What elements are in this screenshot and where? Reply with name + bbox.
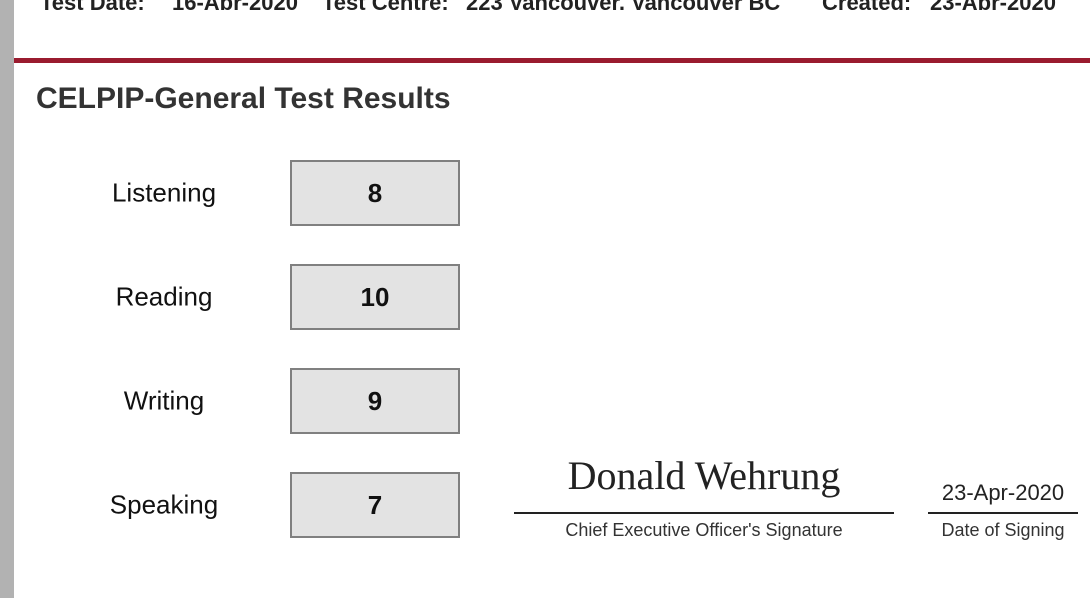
score-box-speaking: 7: [290, 472, 460, 538]
test-date-value: 16-Apr-2020: [172, 0, 298, 10]
date-of-signing-block: 23-Apr-2020 Date of Signing: [928, 460, 1078, 541]
score-label-reading: Reading: [74, 282, 254, 313]
document-content: Test Date: 16-Apr-2020 Test Centre: 223 …: [14, 0, 1090, 598]
created-value: 23-Apr-2020: [930, 0, 1056, 10]
test-centre-value: 223 Vancouver, Vancouver BC: [466, 0, 780, 10]
signature-caption: Chief Executive Officer's Signature: [514, 520, 894, 541]
score-row-reading: Reading 10: [14, 264, 1090, 330]
header-row-cutoff: Test Date: 16-Apr-2020 Test Centre: 223 …: [14, 0, 1090, 10]
date-of-signing-line: [928, 512, 1078, 514]
date-of-signing-caption: Date of Signing: [928, 520, 1078, 541]
score-label-speaking: Speaking: [74, 490, 254, 521]
score-box-listening: 8: [290, 160, 460, 226]
test-date-label: Test Date:: [40, 0, 145, 10]
score-label-listening: Listening: [74, 178, 254, 209]
score-row-writing: Writing 9: [14, 368, 1090, 434]
test-centre-label: Test Centre:: [322, 0, 449, 10]
section-divider-rule: [14, 58, 1090, 63]
page-left-margin: [0, 0, 14, 598]
signature-line: [514, 512, 894, 514]
results-title: CELPIP-General Test Results: [36, 82, 451, 116]
signature-block: Donald Wehrung Chief Executive Officer's…: [514, 460, 894, 541]
score-box-writing: 9: [290, 368, 460, 434]
signature-name: Donald Wehrung: [514, 452, 894, 499]
score-row-listening: Listening 8: [14, 160, 1090, 226]
date-of-signing-value: 23-Apr-2020: [928, 480, 1078, 506]
score-label-writing: Writing: [74, 386, 254, 417]
created-label: Created:: [822, 0, 911, 10]
score-box-reading: 10: [290, 264, 460, 330]
